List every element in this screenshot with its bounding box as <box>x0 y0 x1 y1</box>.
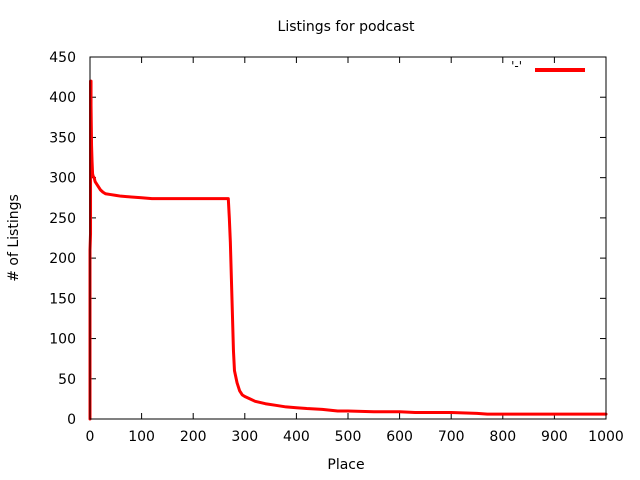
y-tick-label: 150 <box>49 291 76 307</box>
x-tick-label: 800 <box>489 429 516 445</box>
series-line <box>88 79 608 421</box>
y-tick-label: 350 <box>49 130 76 146</box>
y-tick-label: 0 <box>67 412 76 428</box>
legend-label: '-' <box>511 59 522 73</box>
x-tick-label: 700 <box>438 429 465 445</box>
axis-ticks: 0 50 100 150 200 250 300 350 400 450 0 100 200 300 400… <box>49 50 624 445</box>
y-axis-label: # of Listings <box>6 194 22 282</box>
x-tick-label: 400 <box>283 429 310 445</box>
y-tick-label: 450 <box>49 50 76 66</box>
y-tick-label: 50 <box>58 372 76 388</box>
x-tick-label: 300 <box>231 429 258 445</box>
x-tick-label: 0 <box>86 429 95 445</box>
legend: '-' <box>511 59 585 73</box>
y-tick-label: 200 <box>49 251 76 267</box>
x-tick-label: 200 <box>180 429 207 445</box>
plot-frame <box>89 56 607 420</box>
y-tick-label: 400 <box>49 90 76 106</box>
y-tick-label: 300 <box>49 171 76 187</box>
x-tick-label: 100 <box>128 429 155 445</box>
y-tick-label: 250 <box>49 211 76 227</box>
x-axis-label: Place <box>327 457 364 473</box>
x-tick-label: 600 <box>386 429 413 445</box>
y-tick-label: 100 <box>49 332 76 348</box>
plot-area <box>88 79 608 421</box>
x-tick-label: 1000 <box>588 429 624 445</box>
x-tick-label: 500 <box>335 429 362 445</box>
x-tick-label: 900 <box>541 429 568 445</box>
chart-title: Listings for podcast <box>278 19 415 35</box>
